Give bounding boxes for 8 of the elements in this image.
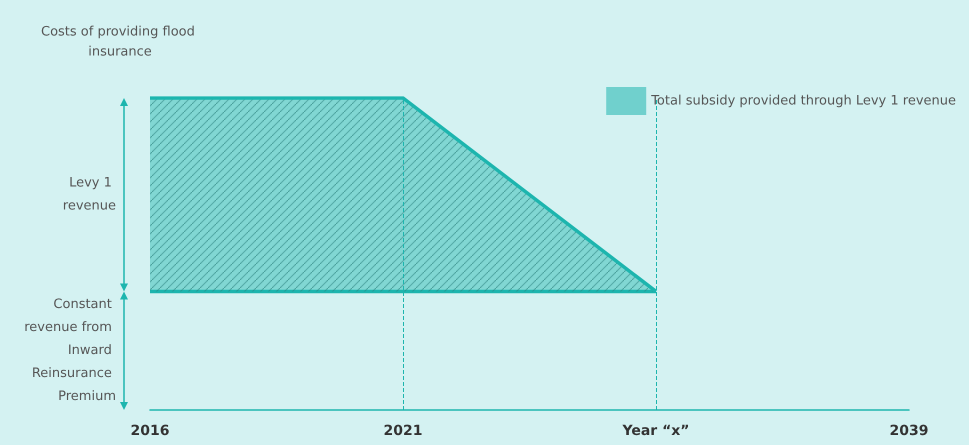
legend-label: Total subsidy provided through Levy 1 revenue	[650, 94, 956, 108]
y-axis-title: Costs of providing flood insurance	[40, 24, 200, 60]
text: Constant revenue from Inward Reinsurance Premium	[24, 297, 116, 404]
text: Levy 1 revenue	[62, 176, 116, 214]
x-tick-label: 2039	[890, 423, 928, 439]
x-tick-label: 2021	[384, 423, 422, 439]
x-tick-label: Year “x”	[621, 423, 690, 439]
x-tick-label: 2016	[130, 423, 170, 439]
